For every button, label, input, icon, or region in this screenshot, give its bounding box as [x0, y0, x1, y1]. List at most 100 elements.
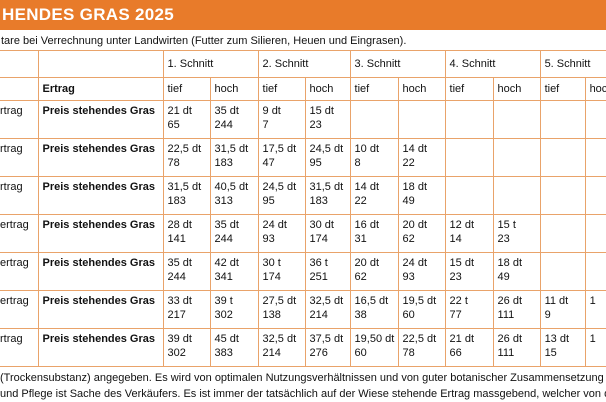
cell: [539, 176, 586, 215]
cell-line: 30 t: [262, 257, 281, 269]
cell-line: 15 dt: [449, 257, 475, 269]
group-header: 2. Schnitt: [257, 50, 351, 78]
cell-line: 62: [402, 233, 415, 245]
cell: 20 dt 62: [397, 214, 446, 253]
sub-header: tief: [257, 77, 306, 101]
cell-line: 36 t: [309, 257, 328, 269]
cell: 11 dt 9: [539, 290, 586, 329]
cell-line: 15 t: [497, 219, 516, 231]
cell: 21 dt 65: [162, 100, 211, 139]
cell-line: 60: [402, 309, 415, 321]
cell-line: 42 dt: [214, 257, 239, 269]
cell: 1: [584, 328, 606, 367]
cell: 40,5 dt 313: [209, 176, 259, 215]
cell: 12 dt 14: [444, 214, 494, 253]
sub-header: hoch: [209, 77, 259, 101]
cell: 32,5 dt 214: [304, 290, 351, 329]
cell-line: 28 dt: [167, 219, 192, 231]
cell: 26 dt 111: [492, 328, 541, 367]
cell: 22 t 77: [444, 290, 494, 329]
cell-line: 35 dt: [214, 219, 239, 231]
cell: [539, 100, 586, 139]
cell: [584, 214, 606, 253]
group-header-row: 1. Schnitt 2. Schnitt 3. Schnitt 4. Schnitt…: [0, 50, 606, 78]
cell: 19,5 dt 60: [397, 290, 446, 329]
cell: [492, 100, 541, 139]
cell-line: 93: [402, 271, 415, 283]
cell-line: 22: [354, 195, 367, 207]
cell-line: 35 dt: [214, 105, 239, 117]
cell-line: 60: [354, 347, 367, 359]
row-label: rtrag: [0, 328, 39, 367]
cell-line: 251: [309, 271, 328, 283]
cell: 39 dt 302: [162, 328, 211, 367]
cell-line: 302: [167, 347, 186, 359]
cell-line: 95: [309, 157, 322, 169]
cell-line: 31,5 dt: [214, 143, 249, 155]
cell: [397, 100, 446, 139]
cell-line: 22,5 dt: [167, 143, 202, 155]
cell-line: 39 t: [214, 295, 233, 307]
cell-line: 20 dt: [402, 219, 427, 231]
cell: 14 dt 22: [397, 138, 446, 177]
cell: 39 t 302: [209, 290, 259, 329]
cell-line: 49: [402, 195, 415, 207]
cell-line: 15: [544, 347, 557, 359]
cell-line: 30 dt: [309, 219, 334, 231]
cell: 1: [584, 290, 606, 329]
cell-line: 26 dt: [497, 295, 523, 307]
cell-line: 23: [449, 271, 462, 283]
sub-header-row: Ertrag tief hoch tief hoch tief hoch tief hoch ti…: [0, 77, 606, 101]
cell-line: 174: [309, 233, 328, 245]
subtitle: tare bei Verrechnung unter Landwirten (F…: [1, 35, 407, 47]
cell: [444, 138, 494, 177]
cell-line: 49: [497, 271, 510, 283]
cell: 36 t 251: [304, 252, 351, 291]
title-bar: HENDES GRAS 2025: [0, 0, 606, 30]
cell-line: 10 dt: [354, 143, 379, 155]
cell-line: 11 dt: [544, 295, 569, 307]
cell-line: 276: [309, 347, 328, 359]
row-name: Preis stehendes Gras: [37, 138, 164, 177]
cell: 31,5 dt 183: [162, 176, 211, 215]
group-header: 3. Schnitt: [349, 50, 446, 78]
cell-line: 111: [497, 347, 515, 359]
cell: [37, 50, 164, 78]
cell-line: 37,5 dt: [309, 333, 344, 345]
cell-line: 47: [262, 157, 275, 169]
cell-line: 214: [309, 309, 328, 321]
cell-line: 32,5 dt: [309, 295, 344, 307]
group-header: 4. Schnitt: [444, 50, 541, 78]
cell-line: 77: [449, 309, 462, 321]
data-row: rtrag Preis stehendes Gras 39 dt 302 45 dt 38…: [0, 328, 606, 367]
cell-line: 341: [214, 271, 233, 283]
cell-line: 7: [262, 119, 269, 131]
footer-line: und Pflege ist Sache des Verkäufers. Es …: [0, 388, 606, 400]
cell: [539, 138, 586, 177]
cell-line: 183: [309, 195, 328, 207]
cell-line: 21 dt: [449, 333, 475, 345]
row-name: Preis stehendes Gras: [37, 100, 164, 139]
cell: [444, 176, 494, 215]
cell: 45 dt 383: [209, 328, 259, 367]
cell: [539, 214, 586, 253]
cell-line: 21 dt: [167, 105, 192, 117]
cell-line: 38: [354, 309, 367, 321]
cell: 14 dt 22: [349, 176, 399, 215]
cell: 32,5 dt 214: [257, 328, 306, 367]
cell: [0, 50, 39, 78]
cell: 15 t 23: [492, 214, 541, 253]
cell-line: 244: [167, 271, 186, 283]
cell-line: 174: [262, 271, 281, 283]
cell-line: 111: [497, 309, 515, 321]
cell: 30 dt 174: [304, 214, 351, 253]
sub-header: hoch: [584, 77, 606, 101]
cell-line: 40,5 dt: [214, 181, 249, 193]
cell-line: 18 dt: [402, 181, 427, 193]
cell: 22,5 dt 78: [162, 138, 211, 177]
cell-line: 16 dt: [354, 219, 379, 231]
cell-line: 24,5 dt: [262, 181, 297, 193]
cell-line: 14: [449, 233, 462, 245]
row-name: Preis stehendes Gras: [37, 328, 164, 367]
cell: 35 dt 244: [162, 252, 211, 291]
